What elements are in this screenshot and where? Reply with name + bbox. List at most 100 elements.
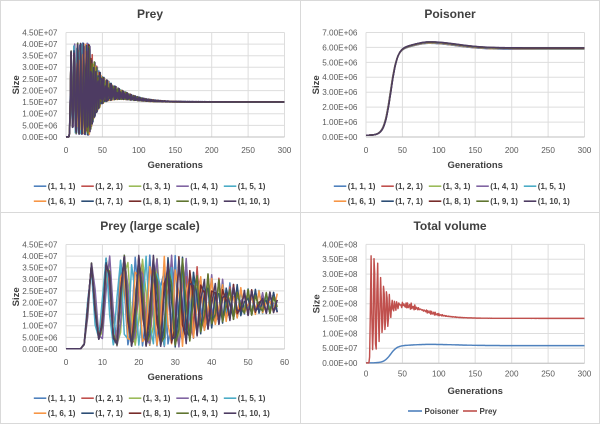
svg-text:1.50E+08: 1.50E+08: [322, 315, 358, 324]
svg-text:150: 150: [468, 369, 482, 378]
svg-text:60: 60: [280, 358, 290, 367]
svg-text:50: 50: [244, 358, 254, 367]
svg-text:2.00E+07: 2.00E+07: [22, 87, 58, 96]
svg-text:Poisoner: Poisoner: [425, 407, 459, 416]
svg-text:Generations: Generations: [147, 372, 202, 383]
svg-text:200: 200: [205, 146, 219, 155]
svg-text:5.00E+06: 5.00E+06: [322, 58, 358, 67]
svg-text:(1, 6, 1): (1, 6, 1): [348, 197, 376, 206]
svg-text:100: 100: [432, 146, 446, 155]
svg-text:50: 50: [98, 146, 108, 155]
svg-text:1.00E+07: 1.00E+07: [22, 322, 58, 331]
svg-text:5.00E+07: 5.00E+07: [322, 344, 358, 353]
svg-text:30: 30: [171, 358, 181, 367]
svg-text:1.00E+08: 1.00E+08: [322, 329, 358, 338]
svg-text:1.00E+06: 1.00E+06: [322, 118, 358, 127]
svg-text:2.00E+07: 2.00E+07: [22, 299, 58, 308]
svg-text:200: 200: [505, 369, 519, 378]
svg-text:4.50E+07: 4.50E+07: [22, 28, 58, 37]
svg-text:2.00E+08: 2.00E+08: [322, 300, 358, 309]
svg-text:(1, 5, 1): (1, 5, 1): [238, 394, 266, 403]
svg-text:(1, 5, 1): (1, 5, 1): [238, 182, 266, 191]
svg-text:Size: Size: [311, 294, 322, 313]
svg-text:40: 40: [207, 358, 217, 367]
svg-text:250: 250: [541, 369, 555, 378]
svg-text:3.50E+07: 3.50E+07: [22, 52, 58, 61]
svg-text:(1, 9, 1): (1, 9, 1): [190, 197, 218, 206]
svg-text:4.00E+07: 4.00E+07: [22, 252, 58, 261]
svg-text:2.50E+07: 2.50E+07: [22, 287, 58, 296]
svg-text:(1, 8, 1): (1, 8, 1): [443, 197, 471, 206]
svg-text:250: 250: [241, 146, 255, 155]
svg-text:Size: Size: [311, 75, 322, 94]
svg-text:200: 200: [505, 146, 519, 155]
svg-text:0: 0: [64, 146, 69, 155]
svg-text:2.50E+07: 2.50E+07: [22, 75, 58, 84]
svg-text:(1, 1, 1): (1, 1, 1): [348, 182, 376, 191]
svg-text:5.00E+06: 5.00E+06: [22, 333, 58, 342]
svg-text:4.50E+07: 4.50E+07: [22, 240, 58, 249]
svg-text:0.00E+00: 0.00E+00: [22, 133, 58, 142]
svg-text:Prey: Prey: [480, 407, 498, 416]
svg-text:Poisoner: Poisoner: [424, 7, 476, 21]
svg-text:4.00E+07: 4.00E+07: [22, 40, 58, 49]
svg-text:Size: Size: [11, 75, 22, 94]
svg-text:Prey: Prey: [137, 7, 163, 21]
svg-text:(1, 6, 1): (1, 6, 1): [48, 409, 76, 418]
svg-text:(1, 8, 1): (1, 8, 1): [143, 197, 171, 206]
svg-text:10: 10: [98, 358, 108, 367]
svg-text:150: 150: [468, 146, 482, 155]
svg-text:(1, 2, 1): (1, 2, 1): [95, 394, 123, 403]
svg-text:5.00E+06: 5.00E+06: [22, 121, 58, 130]
svg-text:100: 100: [132, 146, 146, 155]
svg-text:4.00E+08: 4.00E+08: [322, 240, 358, 249]
svg-text:(1, 2, 1): (1, 2, 1): [395, 182, 423, 191]
svg-text:(1, 1, 1): (1, 1, 1): [48, 394, 76, 403]
svg-text:0: 0: [64, 358, 69, 367]
svg-text:20: 20: [134, 358, 144, 367]
svg-text:0.00E+00: 0.00E+00: [322, 359, 358, 368]
svg-text:(1, 9, 1): (1, 9, 1): [490, 197, 518, 206]
svg-text:3.50E+07: 3.50E+07: [22, 264, 58, 273]
svg-text:(1, 1, 1): (1, 1, 1): [48, 182, 76, 191]
svg-text:(1, 9, 1): (1, 9, 1): [190, 409, 218, 418]
svg-text:2.00E+06: 2.00E+06: [322, 103, 358, 112]
svg-text:(1, 10, 1): (1, 10, 1): [238, 197, 270, 206]
svg-text:(1, 8, 1): (1, 8, 1): [143, 409, 171, 418]
svg-text:2.50E+08: 2.50E+08: [322, 285, 358, 294]
svg-text:(1, 3, 1): (1, 3, 1): [143, 394, 171, 403]
svg-text:300: 300: [278, 146, 292, 155]
svg-text:300: 300: [578, 146, 592, 155]
svg-text:3.00E+07: 3.00E+07: [22, 63, 58, 72]
svg-text:(1, 4, 1): (1, 4, 1): [190, 182, 218, 191]
svg-text:(1, 10, 1): (1, 10, 1): [238, 409, 270, 418]
svg-text:3.00E+07: 3.00E+07: [22, 275, 58, 284]
svg-text:Size: Size: [11, 287, 22, 306]
svg-text:Prey (large scale): Prey (large scale): [100, 219, 199, 233]
svg-text:(1, 6, 1): (1, 6, 1): [48, 197, 76, 206]
svg-text:250: 250: [541, 146, 555, 155]
svg-text:6.00E+06: 6.00E+06: [322, 43, 358, 52]
svg-text:1.00E+07: 1.00E+07: [22, 110, 58, 119]
svg-text:4.00E+06: 4.00E+06: [322, 73, 358, 82]
svg-text:Generations: Generations: [447, 386, 502, 397]
svg-text:(1, 4, 1): (1, 4, 1): [490, 182, 518, 191]
svg-text:(1, 5, 1): (1, 5, 1): [538, 182, 566, 191]
svg-text:(1, 2, 1): (1, 2, 1): [95, 182, 123, 191]
svg-text:(1, 10, 1): (1, 10, 1): [538, 197, 570, 206]
svg-text:(1, 4, 1): (1, 4, 1): [190, 394, 218, 403]
svg-text:50: 50: [398, 146, 408, 155]
svg-text:300: 300: [578, 369, 592, 378]
svg-text:1.50E+07: 1.50E+07: [22, 98, 58, 107]
svg-text:7.00E+06: 7.00E+06: [322, 28, 358, 37]
svg-text:150: 150: [168, 146, 182, 155]
svg-text:Total volume: Total volume: [413, 219, 486, 233]
svg-text:(1, 7, 1): (1, 7, 1): [395, 197, 423, 206]
svg-text:0: 0: [364, 146, 369, 155]
svg-text:3.00E+06: 3.00E+06: [322, 88, 358, 97]
svg-text:0.00E+00: 0.00E+00: [322, 133, 358, 142]
svg-text:(1, 3, 1): (1, 3, 1): [443, 182, 471, 191]
svg-text:Generations: Generations: [447, 160, 502, 171]
svg-text:(1, 7, 1): (1, 7, 1): [95, 197, 123, 206]
svg-text:0: 0: [364, 369, 369, 378]
